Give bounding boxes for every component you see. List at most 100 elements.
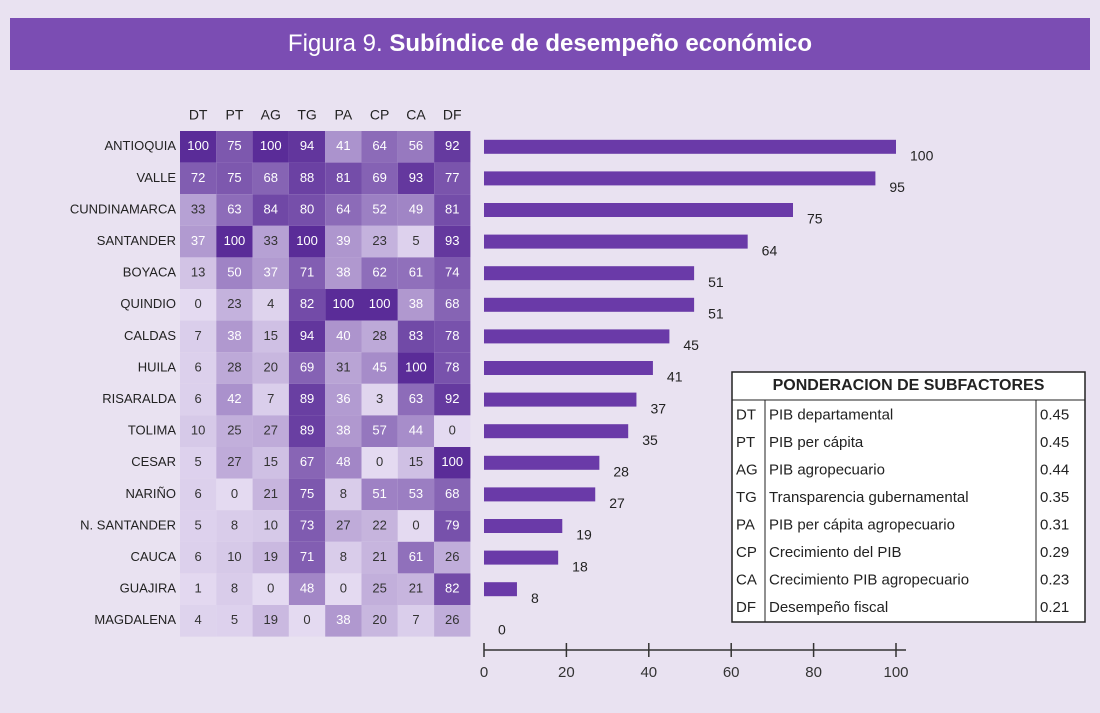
- table-code: AG: [736, 462, 758, 479]
- heat-cell: [397, 257, 435, 289]
- bar: [484, 329, 670, 344]
- heat-cell: [361, 131, 398, 163]
- heat-cell: [397, 289, 435, 321]
- cell-label: 93: [445, 233, 459, 248]
- value-label: 19: [576, 527, 592, 543]
- heat-cell: [397, 383, 435, 416]
- cell-label: 39: [336, 233, 350, 248]
- heat-cell: [361, 194, 398, 226]
- cell-label: 38: [227, 328, 241, 343]
- heat-cell: [397, 131, 435, 163]
- cell-label: 69: [300, 359, 314, 374]
- cell-label: 23: [372, 233, 386, 248]
- heat-cell: [361, 478, 398, 511]
- heat-cell: [325, 383, 362, 416]
- heat-cell: [252, 162, 289, 195]
- heat-cell: [397, 478, 435, 511]
- heat-cell: [216, 573, 253, 605]
- table-weight: 0.23: [1040, 572, 1069, 589]
- cell-label: 27: [227, 454, 241, 469]
- cell-label: 89: [300, 391, 314, 406]
- heat-cell: [434, 415, 471, 447]
- heat-cell: [361, 510, 398, 542]
- table-label: Transparencia gubernamental: [769, 489, 969, 506]
- cell-label: 38: [336, 265, 350, 280]
- cell-label: 19: [264, 549, 278, 564]
- cell-label: 73: [300, 517, 314, 532]
- cell-label: 69: [372, 170, 386, 185]
- cell-label: 7: [195, 328, 202, 343]
- cell-label: 15: [264, 328, 278, 343]
- cell-label: 94: [300, 138, 314, 153]
- heat-cell: [216, 131, 253, 163]
- heat-cell: [361, 352, 398, 384]
- bar: [484, 203, 793, 217]
- heat-cell: [288, 194, 326, 226]
- heat-cell: [180, 320, 217, 353]
- heat-cell: [325, 289, 362, 321]
- cell-label: 100: [332, 296, 354, 311]
- cell-label: 100: [441, 454, 463, 469]
- heat-cell: [288, 541, 326, 574]
- cell-label: 13: [191, 265, 205, 280]
- cell-label: 36: [336, 391, 350, 406]
- heat-cell: [180, 257, 217, 289]
- heat-cell: [288, 162, 326, 195]
- row-label: NARIÑO: [125, 486, 176, 501]
- row-label: BOYACA: [123, 265, 177, 280]
- cell-label: 100: [260, 138, 282, 153]
- heat-cell: [361, 605, 398, 637]
- heat-cell: [434, 289, 471, 321]
- cell-label: 74: [445, 265, 459, 280]
- heat-cell: [288, 573, 326, 605]
- bar: [484, 550, 559, 565]
- table-weight: 0.29: [1040, 544, 1069, 561]
- cell-label: 37: [191, 233, 205, 248]
- heat-cell: [252, 478, 289, 511]
- table-label: PIB agropecuario: [769, 462, 885, 479]
- table-label: PIB departamental: [769, 407, 893, 424]
- row-label: HUILA: [138, 359, 177, 374]
- value-label: 51: [708, 306, 724, 322]
- heat-cell: [397, 510, 435, 542]
- heat-cell: [325, 320, 362, 353]
- cell-label: 10: [264, 517, 278, 532]
- heat-cell: [434, 162, 471, 195]
- heat-cell: [288, 131, 326, 163]
- table-weight: 0.35: [1040, 489, 1069, 506]
- cell-label: 1: [195, 581, 202, 596]
- heat-cell: [252, 352, 289, 384]
- heat-cell: [180, 447, 217, 479]
- title: Subíndice de desempeño económico: [389, 30, 812, 57]
- cell-label: 0: [231, 486, 238, 501]
- heat-cell: [180, 131, 217, 163]
- heat-cell: [288, 510, 326, 542]
- bar: [484, 582, 517, 597]
- heat-cell: [216, 541, 253, 574]
- bar: [484, 455, 600, 470]
- heat-cell: [325, 573, 362, 605]
- heat-cell: [434, 510, 471, 542]
- heat-cell: [361, 447, 398, 479]
- heat-cell: [216, 194, 253, 226]
- heat-cell: [252, 541, 289, 574]
- heat-cell: [361, 383, 398, 416]
- cell-label: 0: [340, 581, 347, 596]
- cell-label: 0: [303, 612, 310, 627]
- table-code: TG: [736, 489, 757, 506]
- cell-label: 51: [372, 486, 386, 501]
- cell-label: 92: [445, 138, 459, 153]
- column-header: PA: [335, 107, 353, 123]
- row-label: CUNDINAMARCA: [70, 201, 177, 216]
- cell-label: 72: [191, 170, 205, 185]
- cell-label: 21: [409, 581, 423, 596]
- bar: [484, 361, 653, 375]
- table-weight: 0.44: [1040, 462, 1069, 479]
- cell-label: 38: [336, 612, 350, 627]
- heat-cell: [361, 162, 398, 195]
- row-label: CESAR: [131, 454, 176, 469]
- cell-label: 75: [300, 486, 314, 501]
- heat-cell: [252, 510, 289, 542]
- heat-cell: [325, 131, 362, 163]
- bar: [484, 487, 596, 502]
